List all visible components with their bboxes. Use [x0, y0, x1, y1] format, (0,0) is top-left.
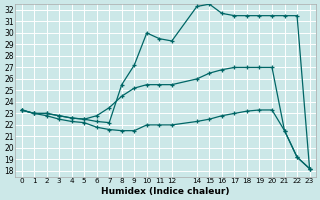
X-axis label: Humidex (Indice chaleur): Humidex (Indice chaleur) — [101, 187, 230, 196]
